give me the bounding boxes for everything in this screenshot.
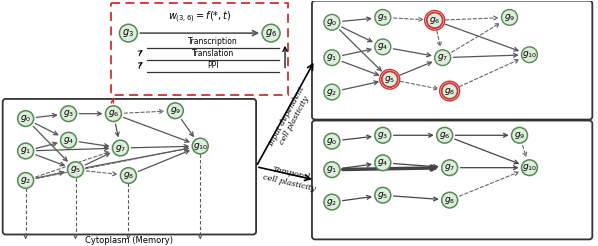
Circle shape <box>324 50 340 65</box>
Text: $g_2$: $g_2$ <box>327 197 337 208</box>
Text: $g_6$: $g_6$ <box>429 15 440 26</box>
Text: $g_1$: $g_1$ <box>20 145 31 156</box>
Circle shape <box>68 162 84 178</box>
Circle shape <box>18 143 33 159</box>
Text: $g_0$: $g_0$ <box>327 17 338 28</box>
Text: $g_9$: $g_9$ <box>514 130 525 141</box>
Circle shape <box>262 24 280 42</box>
Text: $g_6$: $g_6$ <box>265 27 277 39</box>
Text: $g_3$: $g_3$ <box>377 130 389 141</box>
Text: $g_6$: $g_6$ <box>108 108 119 119</box>
Text: $w_{(3,6)} = f(*, t)$: $w_{(3,6)} = f(*, t)$ <box>168 10 231 25</box>
Circle shape <box>382 71 398 87</box>
Text: $g_2$: $g_2$ <box>20 175 31 186</box>
Text: $g_1$: $g_1$ <box>327 164 337 175</box>
Circle shape <box>324 133 340 149</box>
Circle shape <box>442 192 457 208</box>
Circle shape <box>112 140 129 156</box>
Text: $g_{10}$: $g_{10}$ <box>193 140 208 152</box>
Text: $g_9$: $g_9$ <box>504 12 515 23</box>
Circle shape <box>105 106 121 122</box>
Text: $g_{10}$: $g_{10}$ <box>522 49 537 60</box>
Circle shape <box>120 24 138 42</box>
Text: $g_8$: $g_8$ <box>444 86 455 97</box>
Circle shape <box>521 47 538 62</box>
Circle shape <box>437 127 453 143</box>
Text: $g_7$: $g_7$ <box>437 52 448 63</box>
Circle shape <box>167 103 183 119</box>
FancyBboxPatch shape <box>312 121 592 239</box>
Text: $g_5$: $g_5$ <box>377 190 389 201</box>
Circle shape <box>521 160 538 176</box>
Text: Input dependent
cell plasticity: Input dependent cell plasticity <box>267 85 314 152</box>
Text: $g_9$: $g_9$ <box>170 105 181 116</box>
Circle shape <box>60 106 77 122</box>
Text: $g_5$: $g_5$ <box>384 74 395 85</box>
Text: $g_2$: $g_2$ <box>327 87 337 98</box>
Circle shape <box>120 168 136 184</box>
Text: $g_1$: $g_1$ <box>327 52 337 63</box>
Text: $g_8$: $g_8$ <box>444 195 455 206</box>
Text: Temporal
cell plasticity: Temporal cell plasticity <box>263 164 319 193</box>
Text: Cytoplasm (Memory): Cytoplasm (Memory) <box>86 236 173 245</box>
Text: $g_7$: $g_7$ <box>115 142 126 154</box>
Text: $g_6$: $g_6$ <box>439 130 450 141</box>
FancyBboxPatch shape <box>312 1 592 120</box>
Circle shape <box>375 127 390 143</box>
Circle shape <box>502 10 517 25</box>
Text: Transcription: Transcription <box>188 37 238 46</box>
Circle shape <box>511 127 527 143</box>
Text: $g_4$: $g_4$ <box>377 41 389 52</box>
Circle shape <box>375 10 390 25</box>
Text: PPI: PPI <box>208 62 219 70</box>
Text: Translation: Translation <box>192 49 234 58</box>
Text: $g_{10}$: $g_{10}$ <box>522 162 537 173</box>
Circle shape <box>375 187 390 203</box>
Circle shape <box>375 39 390 55</box>
Circle shape <box>192 138 208 154</box>
Circle shape <box>60 132 77 148</box>
Text: $g_4$: $g_4$ <box>377 157 389 168</box>
Text: $g_3$: $g_3$ <box>123 27 135 39</box>
Text: $g_7$: $g_7$ <box>444 162 455 173</box>
Circle shape <box>18 173 33 188</box>
Circle shape <box>324 162 340 178</box>
Text: $g_3$: $g_3$ <box>63 108 74 119</box>
FancyBboxPatch shape <box>2 99 256 234</box>
Circle shape <box>442 160 457 176</box>
Circle shape <box>18 111 33 126</box>
Text: $g_4$: $g_4$ <box>63 135 74 146</box>
Circle shape <box>324 84 340 100</box>
Circle shape <box>435 50 451 65</box>
Text: $g_3$: $g_3$ <box>377 12 389 23</box>
Circle shape <box>324 194 340 210</box>
Text: $g_0$: $g_0$ <box>20 113 31 124</box>
FancyBboxPatch shape <box>111 3 288 95</box>
Text: $g_8$: $g_8$ <box>123 170 134 181</box>
Circle shape <box>442 83 457 99</box>
Circle shape <box>375 155 390 171</box>
Text: $g_5$: $g_5$ <box>70 164 81 175</box>
Text: $g_0$: $g_0$ <box>327 136 338 147</box>
Circle shape <box>427 13 443 28</box>
Circle shape <box>324 15 340 30</box>
